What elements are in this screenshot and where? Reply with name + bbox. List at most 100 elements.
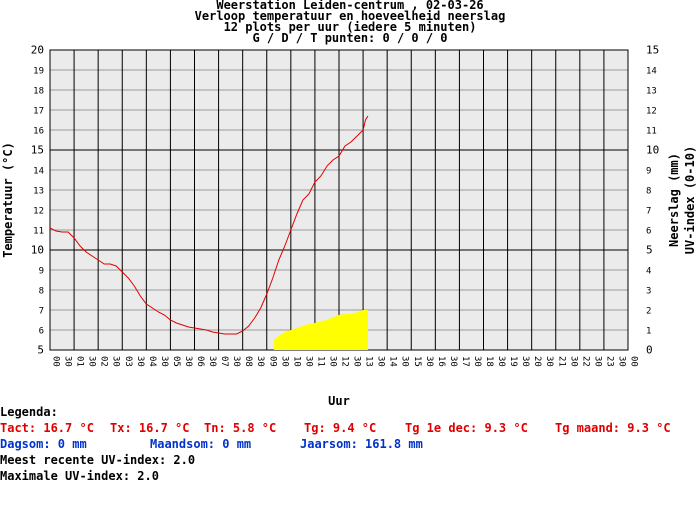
y-right-tick-label: 6 <box>646 227 651 237</box>
title-line-2: Verloop temperatuur en hoeveelheid neers… <box>194 9 506 23</box>
x-tick-label: 23 <box>604 356 614 367</box>
x-tick-label: 02 <box>99 356 109 367</box>
x-tick-label: 16 <box>436 356 446 367</box>
x-tick-label: 30 <box>87 356 97 367</box>
uv-index-area <box>273 310 368 350</box>
x-tick-label: 30 <box>135 356 145 367</box>
y-right-tick-label: 12 <box>646 107 657 117</box>
x-tick-label: 30 <box>592 356 602 367</box>
temperature-line <box>49 115 369 335</box>
y-left-tick-label: 5 <box>37 344 44 357</box>
x-tick-label: 20 <box>532 356 542 367</box>
y-left-tick-label: 18 <box>33 87 44 97</box>
y-left-tick-label: 17 <box>33 107 44 117</box>
y-right-axis-title-neerslag: Neerslag (mm) <box>667 153 681 247</box>
x-tick-label: 30 <box>231 356 241 367</box>
title-line-4: G / D / T punten: 0 / 0 / 0 <box>252 31 448 45</box>
y-left-tick-label: 20 <box>31 44 44 57</box>
legend-tg: Tg: 9.4 °C <box>304 421 377 435</box>
x-tick-label: 10 <box>291 356 301 367</box>
y-left-tick-label: 19 <box>33 67 44 77</box>
y-right-axis-title-uv: UV-index (0-10) <box>683 146 697 254</box>
x-tick-label: 30 <box>472 356 482 367</box>
y-left-tick-label: 12 <box>33 207 44 217</box>
y-left-tick-label: 9 <box>39 267 44 277</box>
x-tick-label: 14 <box>388 356 398 367</box>
x-tick-label: 05 <box>171 356 181 367</box>
title-line-1: Weerstation Leiden-centrum , 02-03-26 <box>216 0 484 12</box>
x-tick-label: 30 <box>327 356 337 367</box>
x-tick-label: 12 <box>340 356 350 367</box>
x-tick-label: 09 <box>267 356 277 367</box>
y-left-tick-label: 10 <box>31 244 44 257</box>
x-tick-label: 07 <box>219 356 229 367</box>
y-right-tick-label: 5 <box>646 244 653 257</box>
x-tick-label: 04 <box>147 356 157 367</box>
x-axis-title: Uur <box>328 394 350 405</box>
x-tick-label: 30 <box>400 356 410 367</box>
x-tick-label: 30 <box>496 356 506 367</box>
y-left-tick-label: 7 <box>39 307 44 317</box>
x-tick-label: 30 <box>279 356 289 367</box>
y-right-tick-label: 3 <box>646 287 651 297</box>
x-tick-label: 30 <box>424 356 434 367</box>
x-tick-label: 30 <box>159 356 169 367</box>
legend-tn: Tn: 5.8 °C <box>204 421 277 435</box>
y-left-tick-label: 14 <box>33 167 44 177</box>
legend-tact: Tact: 16.7 °C <box>0 421 94 435</box>
x-tick-label: 03 <box>123 356 133 367</box>
x-tick-label: 30 <box>352 356 362 367</box>
y-right-tick-label: 0 <box>646 344 653 357</box>
y-left-axis-title: Temperatuur (°C) <box>1 142 15 258</box>
x-tick-label: 30 <box>376 356 386 367</box>
y-left-tick-label: 8 <box>39 287 44 297</box>
x-tick-label: 30 <box>183 356 193 367</box>
x-tick-label: 11 <box>315 356 325 367</box>
x-tick-label: 30 <box>303 356 313 367</box>
x-tick-label: 30 <box>207 356 217 367</box>
legend-tg-1e-dec: Tg 1e dec: 9.3 °C <box>405 421 528 435</box>
x-tick-label: 30 <box>63 356 73 367</box>
legend-maandsom: Maandsom: 0 mm <box>150 437 252 451</box>
x-tick-label: 06 <box>195 356 205 367</box>
uv-max: Maximale UV-index: 2.0 <box>0 469 159 483</box>
y-right-tick-label: 2 <box>646 307 651 317</box>
x-tick-label: 01 <box>75 356 85 367</box>
x-tick-label: 17 <box>460 356 470 367</box>
y-left-tick-label: 11 <box>33 227 44 237</box>
x-tick-label: 30 <box>568 356 578 367</box>
y-right-tick-label: 15 <box>646 44 659 57</box>
x-tick-label: 30 <box>520 356 530 367</box>
y-left-tick-label: 16 <box>33 127 44 137</box>
legend-tg-maand: Tg maand: 9.3 °C <box>555 421 671 435</box>
y-right-tick-label: 9 <box>646 167 651 177</box>
y-right-tick-label: 10 <box>646 144 659 157</box>
x-tick-label: 22 <box>580 356 590 367</box>
y-left-tick-label: 6 <box>39 327 44 337</box>
x-tick-label: 00 <box>629 356 639 367</box>
x-tick-label: 30 <box>111 356 121 367</box>
legend-tx: Tx: 16.7 °C <box>110 421 190 435</box>
x-tick-label: 21 <box>556 356 566 367</box>
x-tick-label: 15 <box>412 356 422 367</box>
x-tick-label: 30 <box>544 356 554 367</box>
x-tick-label: 30 <box>255 356 265 367</box>
y-right-tick-label: 8 <box>646 187 651 197</box>
y-right-tick-label: 14 <box>646 67 657 77</box>
x-tick-label: 30 <box>448 356 458 367</box>
legend-dagsom: Dagsom: 0 mm <box>0 437 87 451</box>
y-right-tick-label: 4 <box>646 267 651 277</box>
y-right-tick-label: 7 <box>646 207 651 217</box>
y-right-tick-label: 11 <box>646 127 657 137</box>
y-left-tick-label: 15 <box>31 144 44 157</box>
y-right-tick-label: 13 <box>646 87 657 97</box>
y-right-tick-label: 1 <box>646 327 651 337</box>
y-left-tick-label: 13 <box>33 187 44 197</box>
x-tick-label: 19 <box>508 356 518 367</box>
legend-heading: Legenda: <box>0 405 58 419</box>
uv-recent: Meest recente UV-index: 2.0 <box>0 453 196 467</box>
temperature-chart: 5678910111213141516171819200123456789101… <box>1 44 697 406</box>
x-tick-label: 30 <box>616 356 626 367</box>
x-tick-label: 18 <box>484 356 494 367</box>
legend-jaarsom: Jaarsom: 161.8 mm <box>300 437 423 451</box>
